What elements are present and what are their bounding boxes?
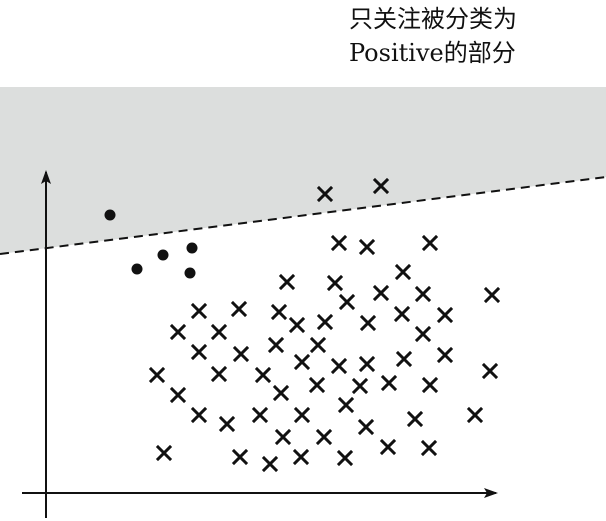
- cross-point: [293, 353, 311, 371]
- cross-point: [359, 314, 377, 332]
- cross-point: [230, 300, 248, 318]
- cross-point: [338, 293, 356, 311]
- cross-points: [148, 177, 501, 473]
- cross-point: [414, 325, 432, 343]
- cross-point: [414, 285, 432, 303]
- cross-point: [393, 305, 411, 323]
- dot-point: [157, 249, 169, 261]
- cross-point: [481, 362, 499, 380]
- cross-point: [190, 406, 208, 424]
- cross-point: [190, 343, 208, 361]
- dot-points: [104, 209, 198, 279]
- cross-point: [190, 302, 208, 320]
- cross-point: [309, 336, 327, 354]
- caption-line-2: Positive的部分: [349, 39, 516, 67]
- cross-point: [270, 303, 288, 321]
- cross-point: [148, 366, 166, 384]
- cross-point: [261, 455, 279, 473]
- cross-point: [372, 284, 390, 302]
- decision-boundary-line: [0, 176, 606, 255]
- cross-point: [218, 415, 236, 433]
- cross-point: [337, 396, 355, 414]
- cross-point: [358, 238, 376, 256]
- cross-point: [336, 449, 354, 467]
- cross-point: [308, 376, 326, 394]
- caption: 只关注被分类为 Positive的部分: [349, 2, 599, 70]
- cross-point: [330, 234, 348, 252]
- cross-point: [357, 418, 375, 436]
- cross-point: [483, 286, 501, 304]
- cross-point: [316, 185, 334, 203]
- cross-point: [267, 336, 285, 354]
- cross-point: [292, 448, 310, 466]
- cross-point: [155, 444, 173, 462]
- dot-point: [186, 242, 198, 254]
- cross-point: [436, 346, 454, 364]
- cross-point: [232, 345, 250, 363]
- dot-point: [184, 267, 196, 279]
- cross-point: [169, 323, 187, 341]
- cross-point: [231, 448, 249, 466]
- cross-point: [169, 386, 187, 404]
- cross-point: [330, 357, 348, 375]
- cross-point: [278, 273, 296, 291]
- cross-point: [316, 313, 334, 331]
- cross-point: [351, 377, 369, 395]
- cross-point: [254, 366, 272, 384]
- dot-point: [131, 263, 143, 275]
- cross-point: [315, 428, 333, 446]
- cross-point: [420, 439, 438, 457]
- cross-point: [466, 406, 484, 424]
- cross-point: [251, 406, 269, 424]
- cross-point: [293, 406, 311, 424]
- caption-line-1: 只关注被分类为: [349, 5, 517, 33]
- cross-point: [272, 384, 290, 402]
- cross-point: [394, 263, 412, 281]
- positive-region: [0, 87, 606, 254]
- cross-point: [210, 365, 228, 383]
- cross-point: [358, 355, 376, 373]
- cross-point: [421, 234, 439, 252]
- cross-point: [395, 350, 413, 368]
- cross-point: [372, 177, 390, 195]
- dot-point: [104, 209, 116, 221]
- cross-point: [288, 316, 306, 334]
- cross-point: [326, 274, 344, 292]
- cross-point: [379, 438, 397, 456]
- cross-point: [274, 428, 292, 446]
- cross-point: [421, 376, 439, 394]
- cross-point: [210, 323, 228, 341]
- cross-point: [380, 374, 398, 392]
- cross-point: [406, 410, 424, 428]
- cross-point: [436, 306, 454, 324]
